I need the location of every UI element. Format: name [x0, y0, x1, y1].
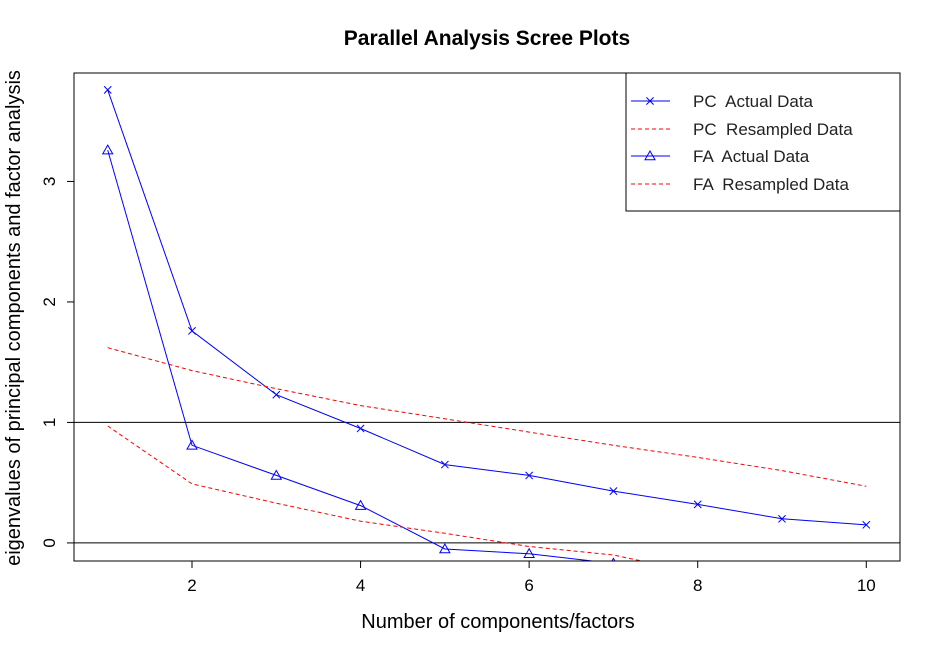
legend-marker [646, 97, 654, 105]
data-point [272, 390, 281, 399]
data-point [188, 326, 196, 335]
series-line [107, 347, 867, 487]
y-tick-label: 2 [40, 297, 59, 306]
data-point [101, 144, 114, 155]
legend-box [625, 72, 901, 212]
x-tick-label: 4 [356, 576, 365, 595]
legend-label: PC Actual Data [693, 92, 814, 111]
series-1 [103, 85, 871, 529]
legend-item-1: PC Actual Data [631, 92, 814, 111]
data-point [609, 487, 618, 496]
series-line [107, 425, 644, 561]
data-point [862, 520, 871, 529]
x-tick-label: 8 [693, 576, 702, 595]
data-point [525, 471, 534, 480]
legend: PC Actual Data PC Resampled Data FA Actual… [625, 72, 901, 212]
legend-label: FA Actual Data [693, 147, 810, 166]
series-layer [101, 85, 871, 561]
data-point [356, 424, 365, 433]
data-point [523, 547, 536, 559]
x-axis: 2 4 6 8 10 [187, 560, 876, 595]
legend-label: PC Resampled Data [693, 120, 853, 139]
y-axis: 0 1 2 3 [40, 177, 75, 548]
x-axis-label: Number of components/factors [361, 611, 634, 633]
series-3 [101, 144, 616, 561]
data-point [354, 499, 367, 510]
y-tick-label: 0 [40, 538, 59, 547]
legend-label: FA Resampled Data [693, 175, 849, 194]
x-tick-label: 10 [857, 576, 876, 595]
series-2 [107, 347, 867, 487]
data-point [778, 514, 786, 523]
legend-marker [644, 149, 656, 161]
data-point [440, 460, 449, 469]
chart-title: Parallel Analysis Scree Plots [344, 27, 630, 50]
reference-lines [74, 421, 900, 544]
series-line [107, 89, 867, 526]
series-4 [107, 425, 644, 561]
data-point [186, 439, 198, 450]
y-axis-label: eigenvalues of principal components and … [3, 70, 25, 566]
data-point [611, 557, 616, 561]
legend-item-3: FA Actual Data [631, 147, 810, 166]
x-tick-label: 6 [524, 576, 533, 595]
y-tick-label: 3 [40, 177, 59, 186]
data-point [103, 85, 112, 94]
data-point [693, 500, 702, 509]
data-point [270, 469, 283, 480]
x-tick-label: 2 [187, 576, 196, 595]
y-tick-label: 1 [40, 418, 59, 427]
legend-item-2: PC Resampled Data [631, 120, 853, 139]
series-line [107, 149, 597, 561]
data-point [438, 542, 451, 554]
legend-item-4: FA Resampled Data [631, 175, 849, 194]
